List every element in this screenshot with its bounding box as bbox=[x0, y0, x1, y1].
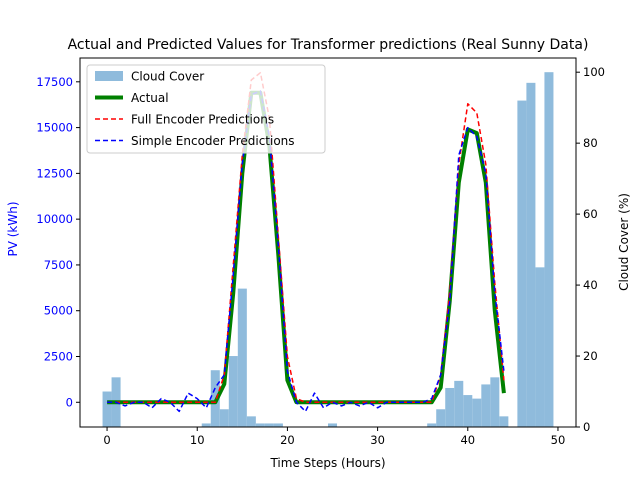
y-tick-label-left: 2500 bbox=[44, 349, 73, 363]
y-tick-label-left: 5000 bbox=[44, 304, 73, 318]
plot-frame bbox=[79, 57, 577, 428]
y-tick-label-right: 80 bbox=[583, 136, 598, 150]
legend-label: Full Encoder Predictions bbox=[131, 113, 274, 127]
y-tick-label-right: 20 bbox=[583, 349, 598, 363]
cloud-cover-bar bbox=[273, 423, 283, 427]
chart-title: Actual and Predicted Values for Transfor… bbox=[68, 37, 589, 53]
x-tick-label: 50 bbox=[551, 433, 566, 447]
cloud-cover-bar bbox=[463, 395, 473, 427]
cloud-cover-bar bbox=[499, 416, 509, 427]
cloud-cover-bar bbox=[255, 423, 265, 427]
x-tick-label: 0 bbox=[103, 433, 110, 447]
cloud-cover-bar bbox=[517, 100, 527, 428]
cloud-cover-bar bbox=[526, 82, 536, 427]
cloud-cover-bar bbox=[535, 267, 545, 427]
cloud-cover-bar bbox=[490, 377, 500, 427]
cloud-cover-bar bbox=[237, 288, 247, 427]
y-tick-label-left: 15000 bbox=[36, 121, 73, 135]
y-tick-label-left: 17500 bbox=[36, 75, 73, 89]
cloud-cover-bar bbox=[219, 409, 229, 427]
legend-box bbox=[86, 64, 326, 154]
legend-label: Simple Encoder Predictions bbox=[131, 134, 295, 148]
y-axis-label-right: Cloud Cover (%) bbox=[617, 193, 631, 291]
cloud-cover-bar bbox=[201, 423, 211, 427]
x-axis-label: Time Steps (Hours) bbox=[269, 456, 385, 470]
cloud-cover-bar bbox=[246, 416, 256, 427]
x-tick-label: 40 bbox=[460, 433, 475, 447]
legend: Cloud Cover Actual Full Encoder Prediction… bbox=[86, 64, 326, 154]
y-tick-label-left: 7500 bbox=[44, 258, 73, 272]
cloud-cover-bar bbox=[264, 423, 274, 427]
y-tick-label-left: 0 bbox=[66, 395, 73, 409]
cloud-cover-bar bbox=[328, 423, 338, 427]
cloud-cover-bar bbox=[427, 423, 437, 427]
y-tick-label-right: 0 bbox=[583, 420, 590, 434]
simple-encoder-line bbox=[107, 90, 505, 413]
y-tick-label-left: 10000 bbox=[36, 212, 73, 226]
cloud-cover-bar bbox=[472, 398, 482, 427]
axes: 0 10 20 30 40 50 0 2500 5000 7500 10000 12500 15000 1… bbox=[36, 57, 605, 447]
cloud-cover-bar bbox=[436, 409, 446, 427]
y-tick-label-left: 12500 bbox=[36, 166, 73, 180]
plot-area bbox=[102, 71, 554, 428]
cloud-cover-bar bbox=[544, 72, 554, 427]
cloud-cover-bar bbox=[102, 391, 112, 427]
legend-label: Cloud Cover bbox=[131, 70, 204, 84]
y-tick-label-right: 100 bbox=[583, 65, 605, 79]
cloud-cover-bar bbox=[481, 384, 491, 427]
y-tick-label-right: 40 bbox=[583, 278, 598, 292]
x-tick-label: 10 bbox=[190, 433, 205, 447]
legend-label: Actual bbox=[131, 91, 169, 105]
x-tick-label: 20 bbox=[280, 433, 295, 447]
cloud-cover-bar bbox=[228, 356, 238, 427]
y-tick-label-right: 60 bbox=[583, 207, 598, 221]
legend-swatch-cloud-cover bbox=[95, 71, 123, 81]
y-axis-label-left: PV (kWh) bbox=[6, 201, 20, 256]
cloud-cover-bar bbox=[454, 380, 464, 427]
x-tick-label: 30 bbox=[370, 433, 385, 447]
cloud-cover-bar bbox=[445, 387, 455, 427]
